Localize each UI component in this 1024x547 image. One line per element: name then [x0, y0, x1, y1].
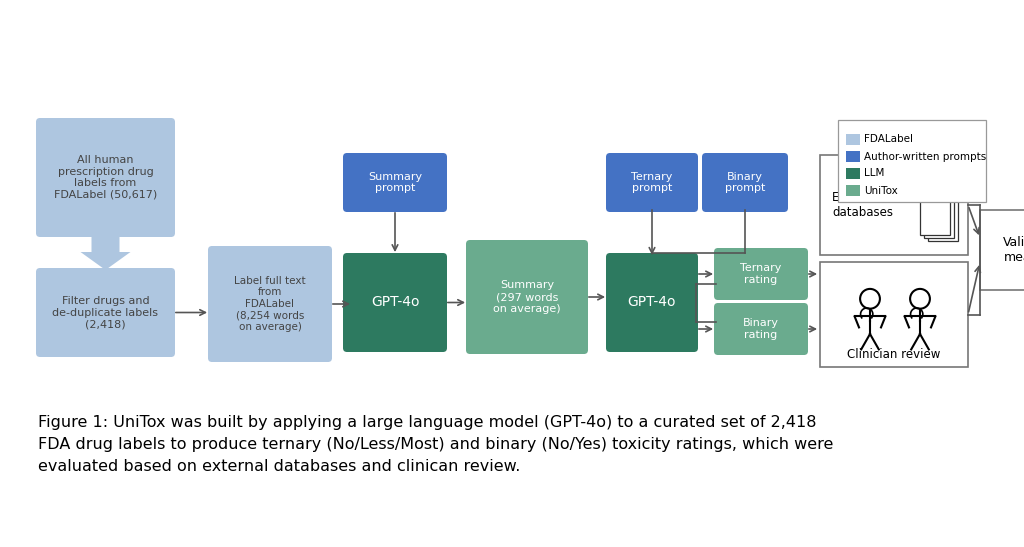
Bar [846, 185, 860, 196]
Text: FDA drug labels to produce ternary (No/Less/Most) and binary (No/Yes) toxicity r: FDA drug labels to produce ternary (No/L… [38, 437, 834, 452]
Text: Filter drugs and
de-duplicate labels
(2,418): Filter drugs and de-duplicate labels (2,… [52, 296, 159, 329]
Bar [846, 151, 860, 162]
Text: LLM: LLM [864, 168, 885, 178]
Bar [838, 120, 986, 202]
Text: GPT-4o: GPT-4o [628, 295, 676, 310]
Text: All human
prescription drug
labels from
FDALabel (50,617): All human prescription drug labels from … [54, 155, 157, 200]
Text: FDALabel: FDALabel [864, 135, 913, 144]
Bar [928, 183, 958, 241]
Bar [924, 180, 954, 238]
FancyBboxPatch shape [343, 153, 447, 212]
FancyBboxPatch shape [208, 246, 332, 362]
FancyArrow shape [81, 237, 130, 270]
Bar [920, 177, 950, 235]
Text: Summary
(297 words
on average): Summary (297 words on average) [494, 281, 561, 313]
Text: GPT-4o: GPT-4o [371, 295, 419, 310]
Text: Ternary
rating: Ternary rating [740, 263, 781, 285]
Text: Binary
prompt: Binary prompt [725, 172, 765, 193]
Text: UniTox: UniTox [864, 185, 898, 195]
Text: Figure 1: UniTox was built by applying a large language model (GPT-4o) to a cura: Figure 1: UniTox was built by applying a… [38, 415, 816, 430]
FancyBboxPatch shape [36, 118, 175, 237]
Bar [820, 262, 968, 367]
Text: External
databases: External databases [831, 191, 893, 219]
FancyBboxPatch shape [702, 153, 788, 212]
FancyBboxPatch shape [343, 253, 447, 352]
Text: evaluated based on external databases and clinican review.: evaluated based on external databases an… [38, 459, 520, 474]
FancyBboxPatch shape [36, 268, 175, 357]
FancyBboxPatch shape [466, 240, 588, 354]
Text: Summary
prompt: Summary prompt [368, 172, 422, 193]
Bar [846, 168, 860, 179]
FancyBboxPatch shape [606, 253, 698, 352]
Text: Author-written prompts: Author-written prompts [864, 152, 986, 161]
Text: Validation
measures: Validation measures [1004, 236, 1024, 264]
Bar [980, 210, 1024, 290]
FancyBboxPatch shape [714, 303, 808, 355]
FancyBboxPatch shape [714, 248, 808, 300]
Text: Binary
rating: Binary rating [743, 318, 779, 340]
Bar [846, 134, 860, 145]
Text: Clinician review: Clinician review [847, 348, 941, 362]
Bar [820, 155, 968, 255]
Text: Ternary
prompt: Ternary prompt [632, 172, 673, 193]
FancyBboxPatch shape [606, 153, 698, 212]
Text: Label full text
from
FDALabel
(8,254 words
on average): Label full text from FDALabel (8,254 wor… [234, 276, 306, 332]
